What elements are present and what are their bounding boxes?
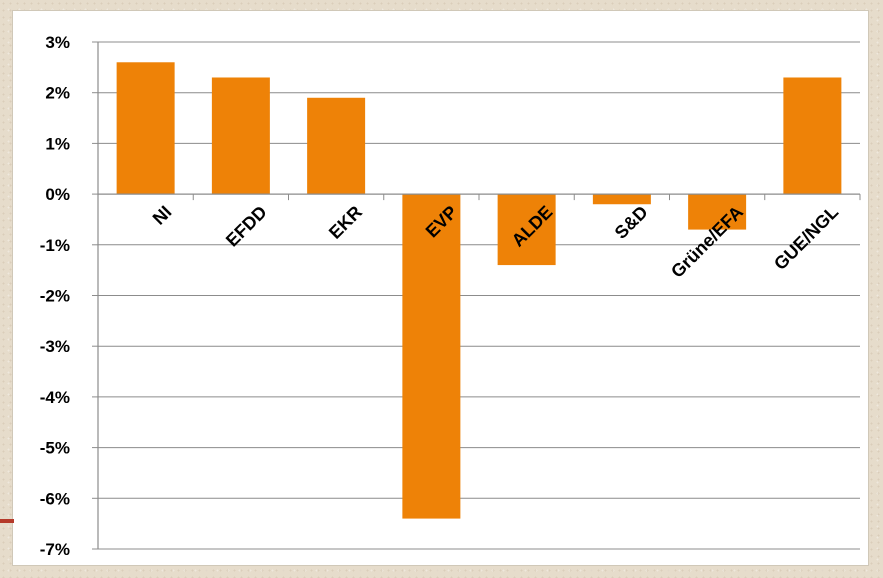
x-axis-category-labels: NI EFDD EKR EVP ALDE S&D Grüne/EFA GUE/NGL <box>149 202 843 282</box>
bar-evp <box>402 194 461 519</box>
x-category-label: NI <box>149 202 176 229</box>
y-tick-label: -6% <box>40 489 70 508</box>
bar-gue-ngl <box>783 77 842 195</box>
y-tick-label: -7% <box>40 540 70 559</box>
y-axis-tick-labels: 3% 2% 1% 0% -1% -2% -3% -4% -5% -6% -7% <box>40 33 70 559</box>
y-tick-label: -2% <box>40 287 70 306</box>
bar-alde <box>497 194 556 266</box>
y-tick-label: 3% <box>45 33 70 52</box>
bar-ekr <box>307 97 366 195</box>
y-tick-label: -3% <box>40 337 70 356</box>
bar-ni <box>116 62 175 195</box>
y-tick-label: 0% <box>45 185 70 204</box>
y-tick-label: 2% <box>45 84 70 103</box>
x-category-label: S&D <box>611 202 652 243</box>
bar-s-d <box>592 194 651 205</box>
bar-gr-ne-efa <box>688 194 747 230</box>
bar-efdd <box>211 77 270 195</box>
y-tick-label: -4% <box>40 388 70 407</box>
bars <box>116 62 842 519</box>
slide-accent-line <box>0 519 14 523</box>
y-tick-label: 1% <box>45 134 70 153</box>
x-category-label: GUE/NGL <box>770 202 842 274</box>
x-category-label: EKR <box>325 202 366 243</box>
x-category-label: EFDD <box>222 202 271 251</box>
gridlines <box>98 41 860 550</box>
axes <box>92 41 861 550</box>
y-tick-label: -5% <box>40 439 70 458</box>
y-tick-label: -1% <box>40 236 70 255</box>
